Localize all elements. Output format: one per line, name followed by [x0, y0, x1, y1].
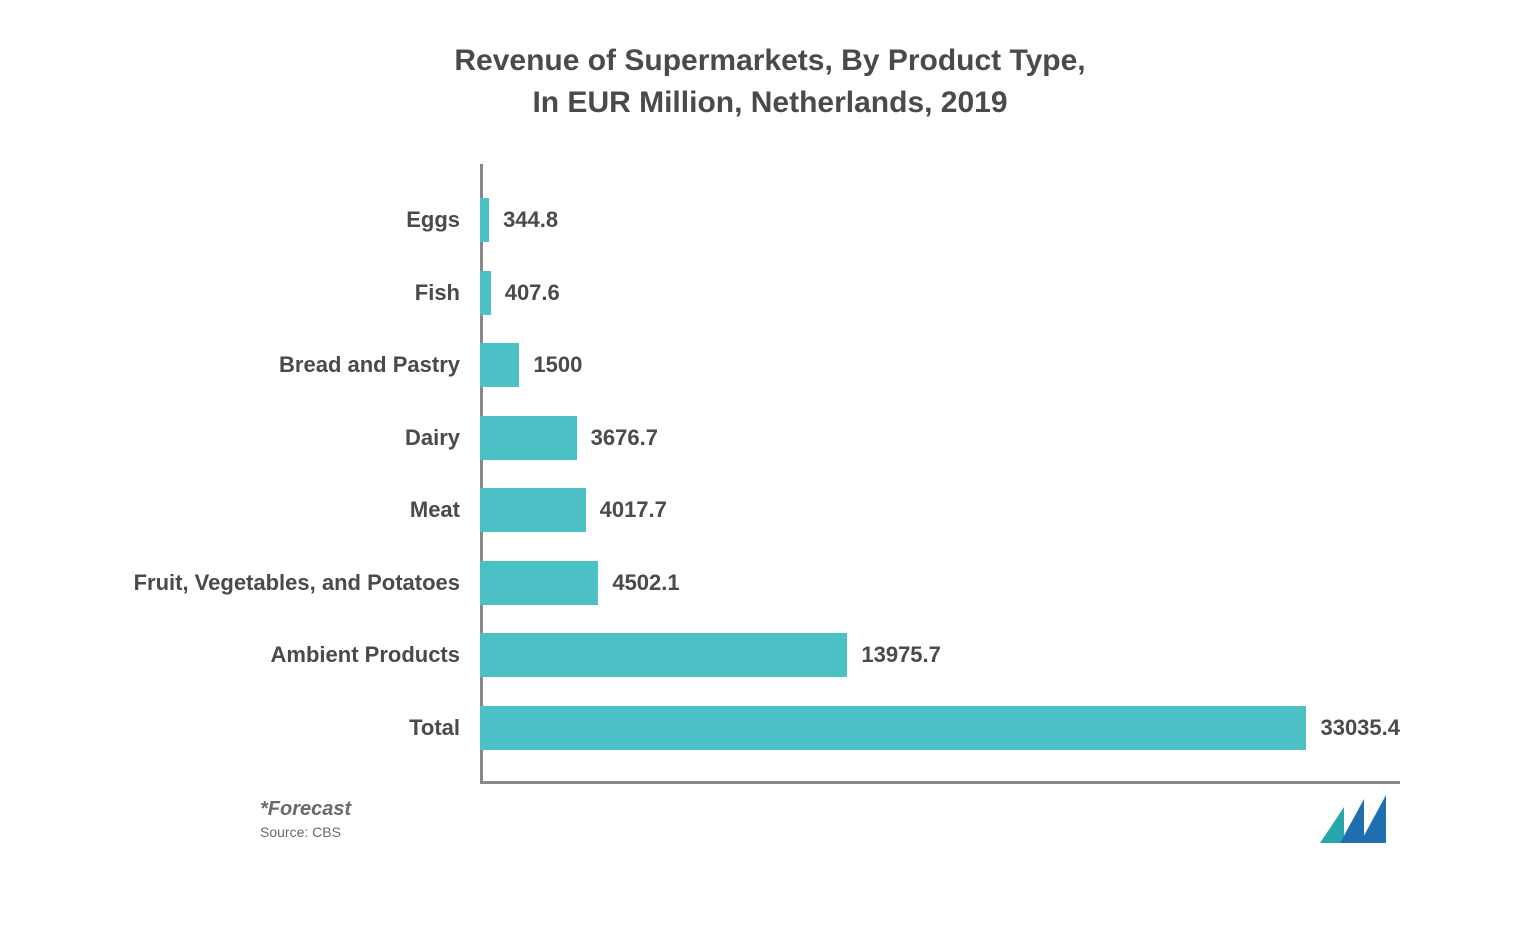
bar	[480, 561, 598, 605]
bar-rows: Eggs344.8 Fish407.6 Bread and Pastry1500 Da…	[480, 184, 1400, 764]
source-primary: *Forecast	[260, 795, 351, 823]
bar	[480, 488, 586, 532]
category-label: Eggs	[406, 207, 480, 233]
value-label: 33035.4	[1320, 715, 1400, 741]
source-footer: *Forecast Source: CBS	[260, 795, 351, 843]
bar-row: Eggs344.8	[480, 195, 1400, 245]
title-line-1: Revenue of Supermarkets, By Product Type…	[60, 40, 1480, 82]
bar	[480, 633, 847, 677]
bar-row: Total33035.4	[480, 703, 1400, 753]
value-label: 13975.7	[861, 642, 941, 668]
category-label: Fish	[415, 280, 480, 306]
plot-area: Eggs344.8 Fish407.6 Bread and Pastry1500 Da…	[480, 164, 1400, 784]
category-label: Meat	[410, 497, 480, 523]
source-secondary: Source: CBS	[260, 823, 351, 843]
chart-container: Revenue of Supermarkets, By Product Type…	[60, 40, 1480, 903]
category-label: Ambient Products	[271, 642, 480, 668]
chart-title: Revenue of Supermarkets, By Product Type…	[60, 40, 1480, 124]
bar	[480, 198, 489, 242]
bar-row: Fruit, Vegetables, and Potatoes4502.1	[480, 558, 1400, 608]
value-label: 1500	[533, 352, 582, 378]
bar	[480, 706, 1306, 750]
bar-row: Bread and Pastry1500	[480, 340, 1400, 390]
bar-row: Fish407.6	[480, 268, 1400, 318]
bar	[480, 416, 577, 460]
value-label: 4502.1	[612, 570, 679, 596]
value-label: 344.8	[503, 207, 558, 233]
value-label: 407.6	[505, 280, 560, 306]
bar-row: Meat4017.7	[480, 485, 1400, 535]
value-label: 3676.7	[591, 425, 658, 451]
category-label: Total	[409, 715, 480, 741]
category-label: Bread and Pastry	[279, 352, 480, 378]
brand-logo-icon	[1320, 795, 1400, 843]
bar-row: Ambient Products13975.7	[480, 630, 1400, 680]
bar	[480, 271, 491, 315]
x-axis	[480, 781, 1400, 784]
bar-row: Dairy3676.7	[480, 413, 1400, 463]
bar	[480, 343, 519, 387]
value-label: 4017.7	[600, 497, 667, 523]
category-label: Dairy	[405, 425, 480, 451]
title-line-2: In EUR Million, Netherlands, 2019	[60, 82, 1480, 124]
category-label: Fruit, Vegetables, and Potatoes	[134, 570, 480, 596]
